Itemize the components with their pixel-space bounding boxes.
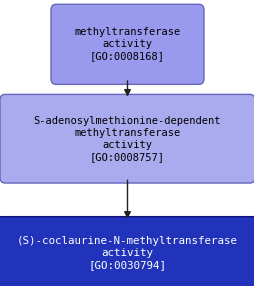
Text: (S)-coclaurine-N-methyltransferase
activity
[GO:0030794]: (S)-coclaurine-N-methyltransferase activ… [17, 236, 237, 270]
FancyBboxPatch shape [0, 217, 254, 286]
FancyBboxPatch shape [51, 4, 203, 84]
Text: methyltransferase
activity
[GO:0008168]: methyltransferase activity [GO:0008168] [74, 27, 180, 61]
FancyBboxPatch shape [0, 94, 254, 183]
Text: S-adenosylmethionine-dependent
methyltransferase
activity
[GO:0008757]: S-adenosylmethionine-dependent methyltra… [34, 116, 220, 162]
